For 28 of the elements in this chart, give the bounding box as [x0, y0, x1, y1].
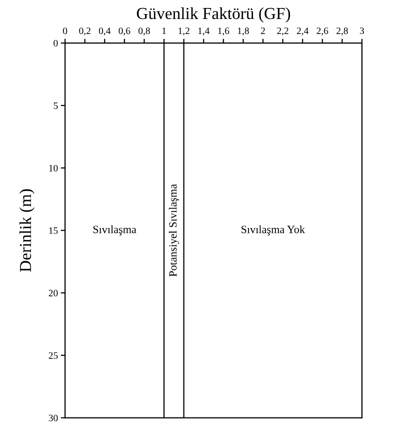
x-tick-label: 1,8: [238, 28, 249, 36]
x-tick-label: 1,4: [198, 28, 210, 36]
x-tick-label: 3: [360, 28, 364, 34]
x-tick-label: 2,6: [316, 28, 328, 36]
x-tick-label: 0,8: [138, 28, 150, 36]
x-tick-label: 1,6: [218, 28, 230, 36]
y-tick-label: 20: [48, 290, 58, 296]
x-axis-title: Güvenlik Faktörü (GF): [136, 7, 290, 22]
y-axis-title: Derinlik (m): [19, 189, 34, 272]
y-tick-label: 5: [54, 102, 58, 109]
y-tick-label: 30: [48, 414, 58, 422]
x-tick-label: 2,8: [336, 28, 348, 36]
x-tick-label: 2,2: [277, 28, 288, 36]
y-tick-label: 0: [54, 40, 58, 47]
annotation: Sıvılaşma: [93, 225, 136, 236]
x-tick-label: 0,2: [79, 28, 90, 36]
x-tick-label: 1,2: [178, 28, 190, 36]
x-tick-label: 0,6: [118, 28, 130, 36]
annotation: Sıvılaşma Yok: [242, 225, 305, 236]
x-tick-label: 1: [162, 28, 166, 34]
annotation: Potansiyel Sıvılaşma: [168, 184, 179, 277]
y-tick-label: 10: [49, 164, 58, 172]
y-tick-label: 25: [48, 352, 58, 359]
y-tick-label: 15: [49, 227, 58, 234]
x-tick-label: 0,4: [98, 28, 111, 36]
x-tick-label: 2,4: [296, 28, 308, 36]
x-tick-label: 2: [260, 28, 265, 34]
x-tick-label: 0: [62, 28, 68, 34]
